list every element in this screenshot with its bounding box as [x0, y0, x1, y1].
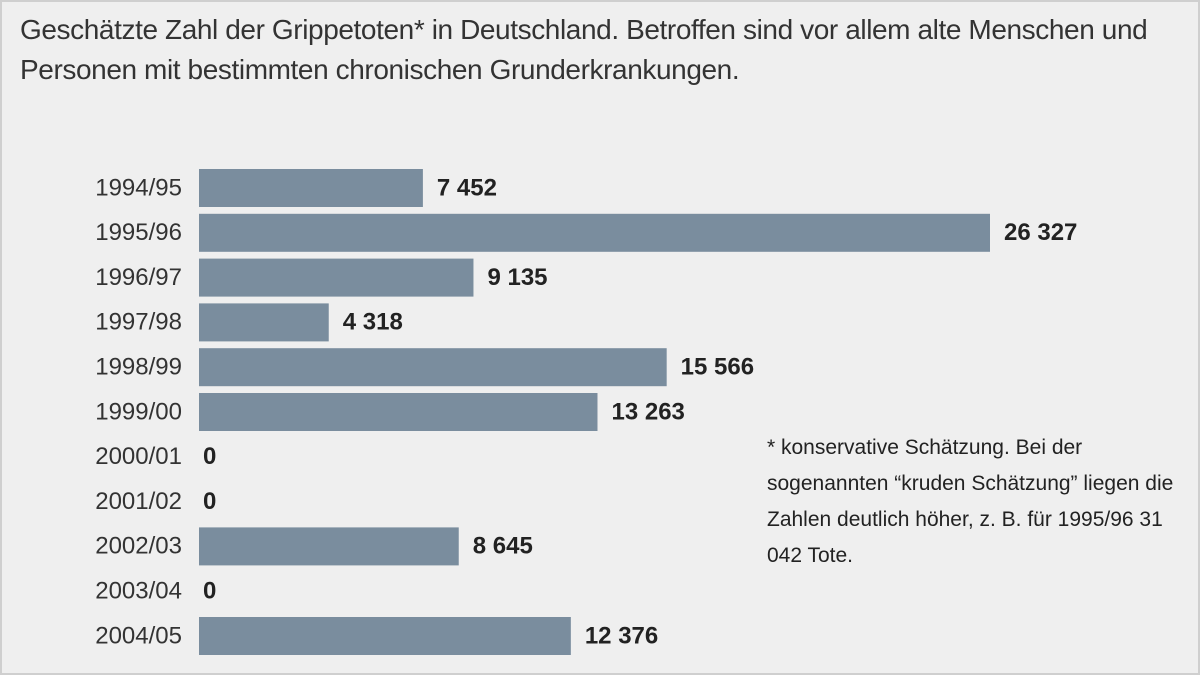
- bar: [199, 527, 459, 566]
- value-label: 9 135: [487, 264, 547, 291]
- value-label: 7 452: [437, 174, 497, 201]
- y-tick-label: 2003/04: [95, 578, 182, 605]
- y-tick-label: 2001/02: [95, 488, 182, 515]
- bar: [199, 393, 598, 431]
- value-label: 13 263: [611, 398, 684, 425]
- value-label: 12 376: [585, 622, 658, 649]
- y-tick-label: 2004/05: [95, 622, 182, 649]
- y-tick-label: 1997/98: [95, 309, 182, 336]
- value-label: 0: [203, 578, 216, 605]
- value-label: 0: [203, 443, 216, 470]
- value-label: 0: [203, 488, 216, 515]
- y-tick-label: 2002/03: [95, 533, 182, 560]
- bar: [199, 348, 667, 387]
- y-tick-label: 1999/00: [95, 398, 182, 425]
- bar: [199, 617, 571, 655]
- y-tick-label: 1994/95: [95, 174, 182, 201]
- value-label: 8 645: [473, 533, 533, 560]
- value-label: 26 327: [1004, 219, 1077, 246]
- bar: [199, 213, 990, 252]
- bar: [199, 169, 423, 207]
- annotation: * konservative Schätzung. Bei der sogena…: [767, 436, 1174, 567]
- bar: [199, 303, 329, 342]
- bar: [199, 258, 474, 297]
- y-tick-label: 2000/01: [95, 443, 182, 470]
- value-label: 15 566: [681, 354, 754, 381]
- y-tick-label: 1996/97: [95, 264, 182, 291]
- value-label: 4 318: [343, 309, 403, 336]
- y-tick-label: 1998/99: [95, 354, 182, 381]
- y-tick-label: 1995/96: [95, 219, 182, 246]
- chart-title: Geschätzte Zahl der Grippetoten* in Deut…: [20, 14, 1148, 85]
